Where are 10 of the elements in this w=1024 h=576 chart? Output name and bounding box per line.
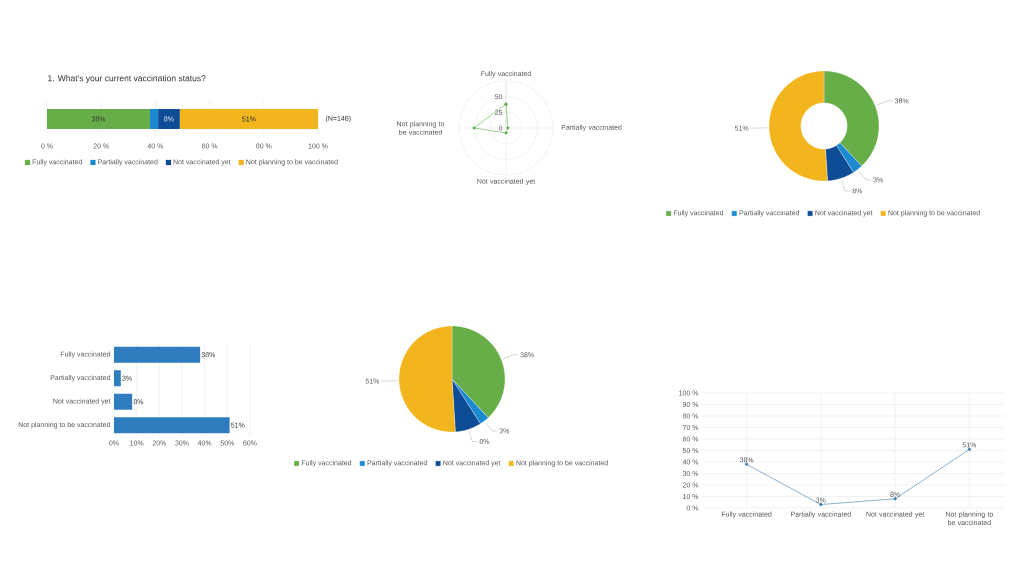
bar	[149, 109, 159, 129]
bar	[114, 417, 230, 434]
bar	[47, 109, 150, 129]
bar	[114, 370, 121, 387]
point	[893, 497, 897, 501]
bar	[114, 346, 201, 363]
chart-title: 1. What's your current vaccination status?	[48, 75, 206, 83]
bar	[179, 109, 319, 129]
bar	[114, 393, 133, 410]
bar	[158, 109, 180, 129]
